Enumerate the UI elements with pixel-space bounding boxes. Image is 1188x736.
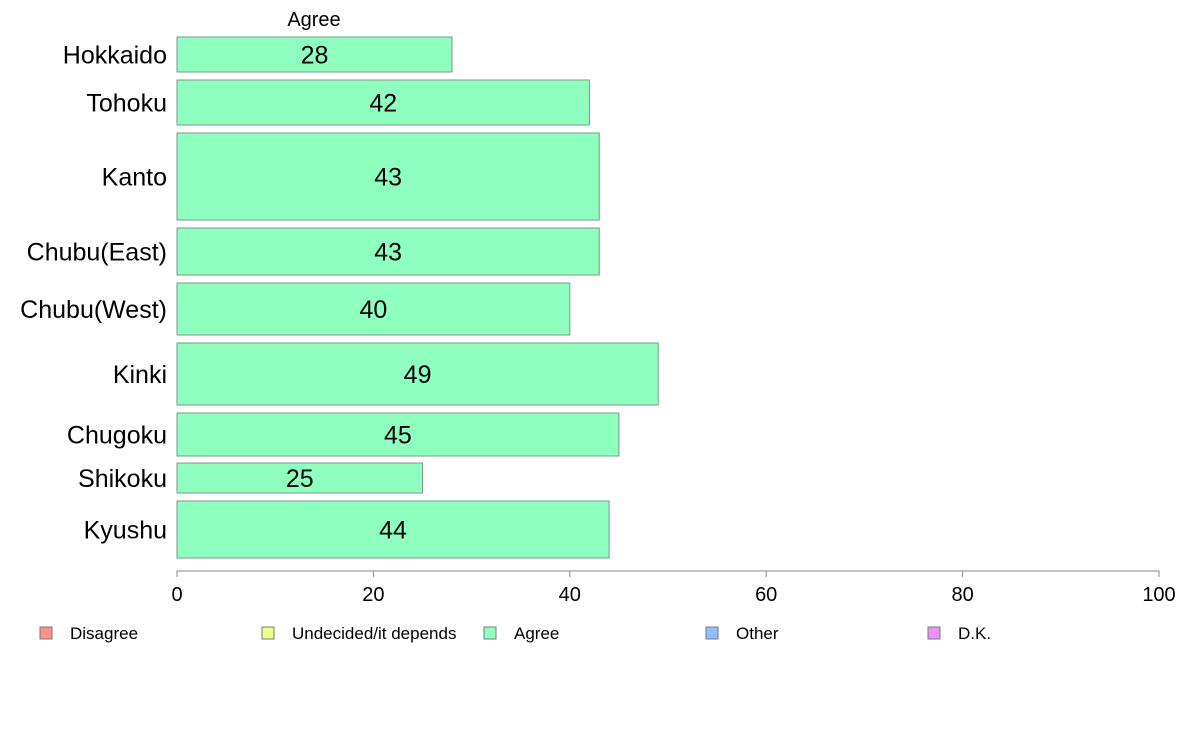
bars-group: Hokkaido 28 Tohoku 42 Kanto 43 Chubu(East) 43 Ch…: [20, 36, 659, 559]
x-tick-label: 0: [171, 584, 182, 606]
bar: [176, 36, 453, 73]
bar: [176, 412, 620, 457]
region-label: Chubu(East): [27, 239, 167, 267]
legend-label: Undecided/it depends: [292, 624, 456, 643]
bar-value-label: 45: [384, 422, 412, 450]
bar: [176, 227, 600, 276]
region-label: Chugoku: [67, 422, 167, 450]
x-tick-label: 80: [951, 584, 973, 606]
bar-value-label: 28: [301, 42, 329, 70]
bar-value-label: 49: [404, 361, 432, 389]
bar-value-label: 25: [286, 465, 314, 493]
region-label: Tohoku: [86, 90, 167, 118]
bar-value-label: 42: [369, 90, 397, 118]
x-tick-label: 20: [362, 584, 384, 606]
legend-label: Other: [736, 624, 779, 643]
legend-swatch: [261, 626, 275, 640]
series-title: Agree: [287, 9, 340, 31]
bar: [176, 462, 423, 494]
bar-value-label: 40: [359, 296, 387, 324]
legend-swatch: [483, 626, 497, 640]
x-tick-label: 100: [1142, 584, 1175, 606]
legend-label: Agree: [514, 624, 559, 643]
region-label: Chubu(West): [20, 296, 167, 324]
legend-label: D.K.: [958, 624, 991, 643]
legend-swatch: [927, 626, 941, 640]
bar: [176, 79, 590, 126]
legend: Disagree Undecided/it depends Agree Other D.…: [39, 624, 991, 643]
legend-swatch: [705, 626, 719, 640]
x-tick-label: 40: [559, 584, 581, 606]
bar: [176, 282, 571, 336]
bar-value-label: 44: [379, 517, 407, 545]
x-tick-label: 60: [755, 584, 777, 606]
bar: [176, 500, 610, 559]
region-label: Kanto: [102, 164, 167, 192]
bar-value-label: 43: [374, 239, 402, 267]
bar-value-label: 43: [374, 164, 402, 192]
region-label: Hokkaido: [63, 42, 167, 70]
region-label: Kinki: [113, 361, 167, 389]
region-label: Kyushu: [84, 517, 167, 545]
region-label: Shikoku: [78, 465, 167, 493]
x-axis: 0 20 40 60 80 100: [171, 570, 1176, 606]
legend-label: Disagree: [70, 624, 138, 643]
bar: [176, 132, 600, 221]
bar: [176, 342, 659, 406]
legend-swatch: [39, 626, 53, 640]
